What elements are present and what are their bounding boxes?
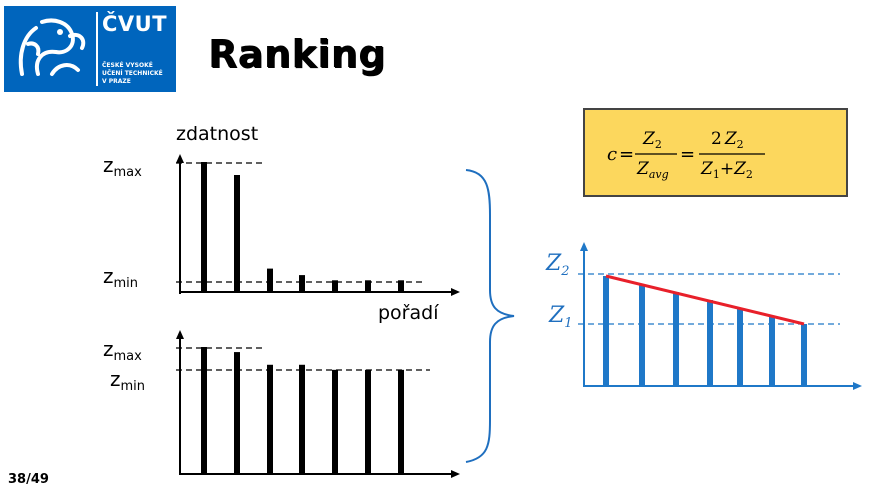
bar bbox=[267, 268, 273, 292]
bottom-zmin-label: zmin bbox=[110, 367, 145, 394]
den2-sub1: 1 bbox=[713, 168, 720, 181]
top-y-arrow-icon bbox=[176, 154, 184, 163]
bar bbox=[639, 284, 645, 386]
bar bbox=[332, 280, 338, 292]
bar bbox=[267, 364, 273, 474]
logo-subtitle-line: UČENÍ TECHNICKÉ bbox=[102, 70, 163, 77]
right-red-line bbox=[605, 274, 805, 326]
formula-den2: Z1+Z2 bbox=[700, 159, 753, 181]
top-zmax-label: zmax bbox=[103, 153, 142, 180]
formula: c = Z2 Zavg = 2 Z2 Z1+Z2 bbox=[607, 129, 765, 181]
zmax-z: z bbox=[103, 153, 114, 177]
z1-sub: 1 bbox=[564, 316, 572, 331]
num1-z: Z bbox=[642, 129, 656, 149]
right-y-arrow-icon bbox=[580, 242, 588, 251]
bar bbox=[398, 280, 404, 292]
bar bbox=[365, 369, 371, 474]
bar bbox=[769, 316, 775, 386]
zmax-z: z bbox=[103, 337, 114, 361]
den2-z2: Z bbox=[733, 159, 747, 179]
right-bars bbox=[603, 276, 807, 386]
bar bbox=[398, 369, 404, 474]
bottom-y-arrow-icon bbox=[176, 330, 184, 339]
zmin-z: z bbox=[103, 264, 114, 288]
den2-sub2: 2 bbox=[746, 168, 753, 181]
zmin-sub: min bbox=[121, 379, 146, 394]
right-x-arrow-icon bbox=[853, 382, 862, 390]
bar bbox=[707, 300, 713, 386]
right-z2-label: Z2 bbox=[545, 251, 570, 279]
right-z1-label: Z1 bbox=[548, 303, 573, 331]
bar bbox=[603, 276, 609, 386]
z2-z: Z bbox=[545, 251, 562, 276]
formula-c: c bbox=[607, 144, 617, 165]
logo-subtitle: ČESKÉ VYSOKÉ UČENÍ TECHNICKÉ V PRAZE bbox=[102, 62, 163, 86]
bar bbox=[234, 352, 240, 474]
formula-num2: 2 Z2 bbox=[711, 129, 744, 151]
formula-box: c = Z2 Zavg = 2 Z2 Z1+Z2 bbox=[583, 108, 848, 197]
zmin-sub: min bbox=[114, 276, 139, 291]
den1-z: Z bbox=[636, 159, 650, 179]
x-axis-label: pořadí bbox=[378, 302, 439, 324]
page-number: 38/49 bbox=[8, 472, 49, 487]
top-x-arrow-icon bbox=[451, 288, 460, 296]
bar bbox=[299, 275, 305, 292]
logo-subtitle-line: V PRAZE bbox=[102, 78, 131, 85]
den2-z1: Z bbox=[700, 159, 714, 179]
zmax-sub: max bbox=[114, 165, 143, 180]
slide-title: Ranking bbox=[208, 32, 387, 76]
curly-brace-icon bbox=[465, 169, 515, 463]
bottom-zmax-label: zmax bbox=[103, 337, 142, 364]
zmax-sub: max bbox=[114, 349, 143, 364]
formula-eq1: = bbox=[619, 144, 634, 165]
logo-name: ČVUT bbox=[102, 12, 168, 36]
bottom-x-arrow-icon bbox=[451, 470, 460, 478]
formula-den1: Zavg bbox=[636, 159, 669, 181]
logo-divider bbox=[96, 12, 98, 86]
num1-sub: 2 bbox=[655, 138, 662, 151]
formula-num1: Z2 bbox=[642, 129, 662, 151]
bar bbox=[801, 324, 807, 386]
logo-subtitle-line: ČESKÉ VYSOKÉ bbox=[102, 62, 153, 69]
bar bbox=[332, 369, 338, 474]
bar bbox=[201, 162, 207, 292]
y-axis-label: zdatnost bbox=[176, 123, 258, 145]
bar bbox=[673, 292, 679, 386]
den1-sub: avg bbox=[649, 168, 669, 181]
num2-sub: 2 bbox=[737, 138, 744, 151]
lion-emblem-icon bbox=[18, 18, 86, 76]
den2-plus: + bbox=[720, 159, 734, 179]
bar bbox=[299, 364, 305, 474]
bar bbox=[365, 280, 371, 292]
top-bars bbox=[201, 162, 404, 292]
z1-z: Z bbox=[548, 303, 565, 328]
num2-z: Z bbox=[724, 129, 738, 149]
z2-sub: 2 bbox=[560, 264, 569, 279]
cvut-logo: ČVUT ČESKÉ VYSOKÉ UČENÍ TECHNICKÉ V PRAZ… bbox=[4, 6, 176, 92]
bar bbox=[201, 347, 207, 474]
bottom-bars bbox=[201, 347, 404, 474]
bar bbox=[234, 175, 240, 292]
bar bbox=[737, 308, 743, 386]
zmin-z: z bbox=[110, 367, 121, 391]
formula-eq2: = bbox=[680, 144, 695, 165]
num2-two: 2 bbox=[711, 129, 722, 149]
top-zmin-label: zmin bbox=[103, 264, 138, 291]
